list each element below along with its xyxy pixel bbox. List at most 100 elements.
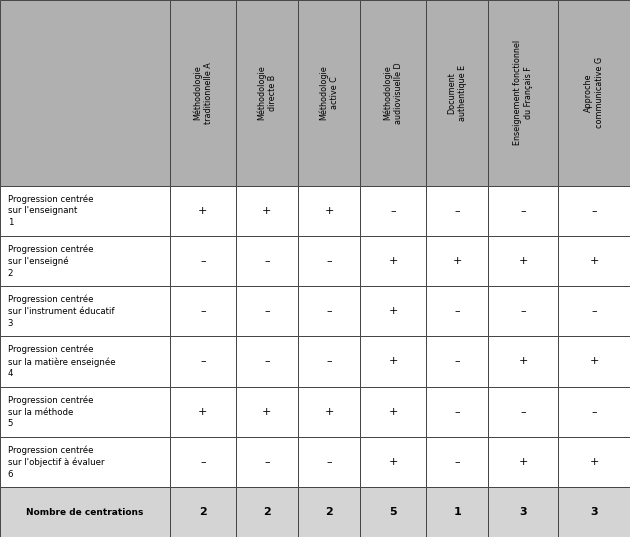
Bar — [170, 487, 236, 537]
Bar — [0, 185, 170, 236]
Bar — [298, 286, 360, 336]
Bar — [360, 387, 426, 437]
Bar — [236, 185, 298, 236]
Bar — [0, 0, 170, 185]
Text: –: – — [264, 357, 270, 366]
Text: –: – — [391, 206, 396, 216]
Text: 2: 2 — [199, 507, 207, 517]
Bar — [298, 487, 360, 537]
Bar — [558, 0, 630, 185]
Bar — [426, 336, 488, 387]
Text: +: + — [262, 206, 272, 216]
Bar — [488, 387, 558, 437]
Text: Enseignement fonctionnel
du Français F: Enseignement fonctionnel du Français F — [513, 40, 533, 146]
Text: +: + — [518, 357, 528, 366]
Text: –: – — [520, 206, 526, 216]
Text: 3: 3 — [519, 507, 527, 517]
Text: 1: 1 — [453, 507, 461, 517]
Bar — [558, 185, 630, 236]
Bar — [170, 336, 236, 387]
Text: –: – — [264, 306, 270, 316]
Bar — [236, 336, 298, 387]
Text: –: – — [454, 457, 460, 467]
Bar — [426, 387, 488, 437]
Text: –: – — [592, 206, 597, 216]
Bar — [360, 437, 426, 487]
Text: 2: 2 — [263, 507, 271, 517]
Text: +: + — [389, 357, 398, 366]
Bar — [426, 185, 488, 236]
Bar — [360, 0, 426, 185]
Bar — [0, 236, 170, 286]
Bar — [360, 487, 426, 537]
Bar — [426, 487, 488, 537]
Bar — [0, 336, 170, 387]
Text: 3: 3 — [590, 507, 598, 517]
Bar — [488, 437, 558, 487]
Bar — [298, 437, 360, 487]
Text: Progression centrée
sur l'enseigné
2: Progression centrée sur l'enseigné 2 — [8, 244, 93, 278]
Text: Méthodologie
directe B: Méthodologie directe B — [256, 66, 277, 120]
Bar — [558, 286, 630, 336]
Bar — [0, 487, 170, 537]
Text: Progression centrée
sur l'enseignant
1: Progression centrée sur l'enseignant 1 — [8, 194, 93, 227]
Text: –: – — [326, 357, 332, 366]
Text: +: + — [389, 457, 398, 467]
Bar — [236, 437, 298, 487]
Bar — [360, 185, 426, 236]
Bar — [236, 487, 298, 537]
Text: Méthodologie
traditionnelle A: Méthodologie traditionnelle A — [193, 62, 213, 124]
Text: –: – — [326, 306, 332, 316]
Text: –: – — [200, 457, 205, 467]
Bar — [236, 0, 298, 185]
Text: +: + — [590, 256, 598, 266]
Text: Progression centrée
sur la méthode
5: Progression centrée sur la méthode 5 — [8, 395, 93, 429]
Text: +: + — [198, 206, 207, 216]
Bar — [170, 185, 236, 236]
Text: –: – — [592, 407, 597, 417]
Bar — [426, 437, 488, 487]
Bar — [488, 0, 558, 185]
Bar — [488, 487, 558, 537]
Text: 5: 5 — [389, 507, 397, 517]
Text: –: – — [592, 306, 597, 316]
Text: Progression centrée
sur la matière enseignée
4: Progression centrée sur la matière ensei… — [8, 345, 115, 379]
Bar — [558, 236, 630, 286]
Bar — [170, 0, 236, 185]
Text: +: + — [389, 256, 398, 266]
Bar — [170, 437, 236, 487]
Text: –: – — [264, 457, 270, 467]
Text: –: – — [200, 256, 205, 266]
Bar — [298, 387, 360, 437]
Text: –: – — [200, 357, 205, 366]
Bar — [360, 336, 426, 387]
Bar — [170, 236, 236, 286]
Text: +: + — [324, 206, 334, 216]
Text: –: – — [520, 407, 526, 417]
Text: Nombre de centrations: Nombre de centrations — [26, 507, 144, 517]
Text: +: + — [590, 457, 598, 467]
Text: –: – — [454, 357, 460, 366]
Bar — [558, 387, 630, 437]
Text: –: – — [454, 206, 460, 216]
Bar — [298, 336, 360, 387]
Text: +: + — [389, 306, 398, 316]
Bar — [0, 387, 170, 437]
Bar — [236, 387, 298, 437]
Text: –: – — [454, 407, 460, 417]
Bar — [488, 286, 558, 336]
Bar — [298, 236, 360, 286]
Bar — [488, 185, 558, 236]
Bar — [170, 387, 236, 437]
Text: +: + — [324, 407, 334, 417]
Text: +: + — [389, 407, 398, 417]
Text: –: – — [454, 306, 460, 316]
Text: Document
authentique E: Document authentique E — [447, 64, 467, 121]
Text: –: – — [326, 256, 332, 266]
Bar — [0, 437, 170, 487]
Bar — [558, 437, 630, 487]
Text: –: – — [264, 256, 270, 266]
Text: Approche
communicative G: Approche communicative G — [584, 57, 604, 128]
Text: +: + — [198, 407, 207, 417]
Bar — [298, 185, 360, 236]
